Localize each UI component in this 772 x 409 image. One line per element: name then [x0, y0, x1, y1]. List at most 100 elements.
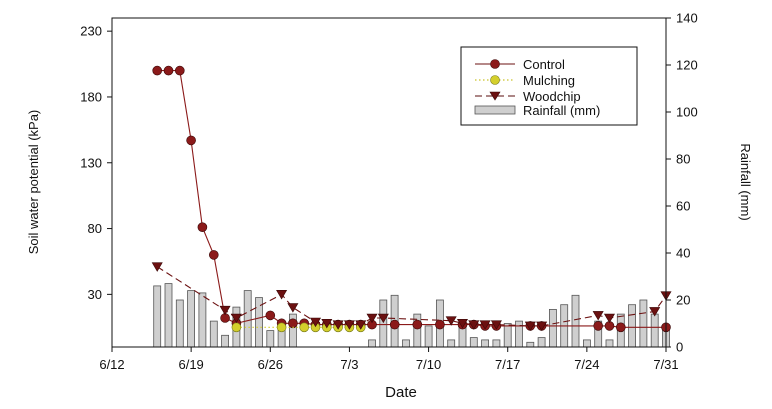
data-point-mulching — [299, 322, 310, 333]
data-point-woodchip — [603, 313, 615, 324]
y-left-axis-label: Soil water potential (kPa) — [26, 110, 41, 255]
rainfall-bar — [571, 294, 580, 348]
data-point-woodchip — [321, 319, 333, 329]
rainfall-bar — [481, 339, 490, 348]
rainfall-bar — [402, 339, 410, 348]
x-tick-label: 7/3 — [340, 357, 358, 372]
data-point-woodchip — [592, 311, 604, 321]
rainfall-bar — [549, 308, 557, 348]
rainfall-bar — [164, 283, 173, 348]
legend-rainfall-label: Rainfall (mm) — [523, 103, 600, 118]
data-point-woodchip — [649, 307, 661, 317]
rainfall-bar — [605, 339, 614, 348]
legend-mulching-label: Mulching — [523, 73, 575, 88]
rainfall-bar — [628, 304, 636, 348]
x-tick-label: 7/24 — [574, 357, 599, 372]
legend-control-marker — [490, 59, 500, 69]
y-right-tick-label: 140 — [676, 11, 698, 26]
data-point-woodchip — [524, 321, 536, 332]
legend-rainfall-swatch — [474, 105, 516, 115]
rainfall-bar — [153, 285, 162, 348]
rainfall-bar — [583, 339, 591, 348]
y-left-tick-label: 80 — [88, 221, 102, 236]
data-point-woodchip — [490, 320, 502, 330]
data-point-woodchip — [366, 313, 378, 324]
series-woodchip — [151, 262, 672, 332]
series-mulching — [231, 322, 366, 333]
y-right-tick-label: 80 — [676, 152, 690, 167]
legend-woodchip-label: Woodchip — [523, 89, 581, 104]
rainfall-bar — [639, 299, 648, 348]
data-point-woodchip — [445, 316, 457, 326]
data-point-control — [152, 65, 162, 76]
y-right-axis-label: Rainfall (mm) — [738, 143, 753, 220]
x-tick-label: 6/12 — [99, 357, 124, 372]
data-point-control — [615, 322, 626, 333]
data-point-control — [389, 319, 400, 330]
rainfall-bar — [198, 292, 207, 348]
legend-mulching-marker — [490, 75, 500, 85]
data-point-control — [209, 250, 219, 260]
y-left-tick-label: 30 — [88, 287, 102, 302]
rainfall-bar — [175, 299, 184, 348]
data-point-control — [186, 135, 196, 146]
data-point-woodchip — [468, 320, 480, 330]
rainfall-bar — [469, 337, 478, 348]
rainfall-bar — [447, 339, 456, 348]
y-left-tick-label: 230 — [80, 24, 102, 39]
y-right-tick-label: 20 — [676, 293, 690, 308]
rainfall-bar — [537, 337, 546, 348]
plot-frame — [111, 17, 667, 348]
y-right-tick-label: 60 — [676, 199, 690, 214]
data-point-woodchip — [151, 262, 163, 272]
data-point-woodchip — [377, 313, 389, 324]
data-point-woodchip — [536, 321, 548, 332]
y-right-tick-label: 0 — [676, 340, 683, 355]
data-point-woodchip — [230, 313, 242, 324]
rainfall-bar — [503, 323, 512, 348]
rainfall-bar — [221, 334, 230, 348]
rainfall-bar — [368, 339, 376, 348]
data-point-control — [412, 319, 423, 330]
x-tick-label: 7/31 — [653, 357, 678, 372]
y-right-tick-label: 40 — [676, 246, 690, 261]
x-tick-label: 6/26 — [258, 357, 283, 372]
rainfall-bar — [209, 320, 218, 348]
data-point-woodchip — [276, 290, 288, 300]
rainfall-bar — [650, 313, 659, 348]
data-point-woodchip — [343, 320, 355, 330]
y-left-tick-label: 130 — [80, 155, 102, 170]
data-point-woodchip — [332, 320, 344, 330]
rainfall-bar — [424, 325, 433, 348]
y-right-tick-label: 100 — [676, 105, 698, 120]
data-point-woodchip — [479, 320, 491, 330]
axes: 6/12 6/19 6/26 7/3 7/10 7/17 7/24 7/31 30 80 130 18… — [80, 11, 697, 373]
rainfall-bar — [187, 290, 196, 348]
data-point-control — [593, 321, 604, 331]
x-tick-label: 6/19 — [178, 357, 203, 372]
data-point-woodchip — [219, 305, 231, 316]
legend: Control Mulching Woodchip Rainfall (mm) — [460, 46, 638, 126]
data-point-mulching — [276, 322, 287, 333]
legend-woodchip-marker — [489, 91, 501, 101]
data-point-mulching — [231, 322, 242, 333]
x-tick-label: 7/10 — [416, 357, 441, 372]
rainfall-bar — [492, 339, 501, 348]
x-axis-label: Date — [385, 384, 417, 401]
data-point-woodchip — [355, 320, 367, 330]
data-point-woodchip — [287, 303, 299, 313]
data-point-control — [163, 65, 174, 76]
data-point-control — [288, 318, 298, 329]
data-point-control — [175, 65, 185, 76]
data-point-control — [435, 319, 445, 330]
rainfall-bar — [526, 341, 535, 348]
y-left-tick-label: 180 — [80, 89, 102, 104]
data-point-woodchip — [456, 319, 469, 329]
rainfall-bar — [379, 299, 388, 348]
data-point-woodchip — [309, 317, 322, 328]
rainfall-bar — [243, 290, 252, 348]
series-layer — [151, 65, 672, 333]
data-point-control — [265, 310, 276, 321]
